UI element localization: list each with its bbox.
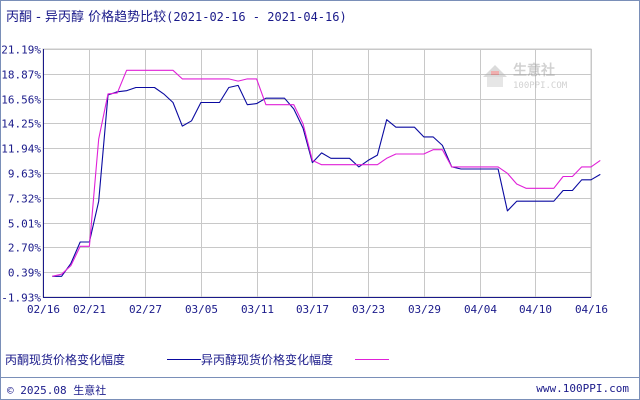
- y-tick-label: 14.25%: [1, 118, 41, 131]
- x-tick-label: 03/11: [241, 303, 274, 316]
- house-icon: [483, 65, 507, 77]
- x-tick-label: 04/04: [464, 303, 497, 316]
- footer: © 2025.08 生意社 www.100PPI.com: [1, 377, 639, 400]
- y-tick-label: 5.01%: [8, 218, 41, 231]
- watermark-logo: 生意社 100PPI.COM: [479, 57, 579, 91]
- house-window-icon: [491, 71, 499, 75]
- footer-site-link[interactable]: www.100PPI.com: [536, 382, 629, 395]
- y-tick-label: 21.19%: [1, 44, 41, 57]
- series-line-2: [52, 69, 601, 277]
- x-tick-label: 02/27: [129, 303, 162, 316]
- x-tick-label: 02/21: [73, 303, 106, 316]
- y-tick-label: 16.56%: [1, 94, 41, 107]
- chart-title-text: 丙酮 - 异丙醇 价格趋势比较: [6, 10, 167, 25]
- legend-line-series-1: [167, 359, 201, 360]
- chart-title: 丙酮 - 异丙醇 价格趋势比较(2021-02-16 - 2021-04-16): [6, 6, 347, 25]
- legend-label-series-2: 异丙醇现货价格变化幅度: [201, 353, 334, 367]
- y-tick-label: -1.93%: [1, 292, 41, 305]
- y-tick-label: 18.87%: [1, 69, 41, 82]
- series-line-1: [52, 84, 601, 277]
- x-tick-label: 04/16: [575, 303, 608, 316]
- y-tick-label: 7.32%: [8, 193, 41, 206]
- x-tick-label: 03/17: [296, 303, 329, 316]
- axes: -1.93% 0.39% 2.70% 5.01% 7.32% 9.63% 11.94% 14.…: [1, 44, 608, 317]
- y-tick-label: 11.94%: [1, 143, 41, 156]
- watermark-url: 100PPI.COM: [513, 81, 568, 91]
- x-tick-label: 04/10: [519, 303, 552, 316]
- line-chart: -1.93% 0.39% 2.70% 5.01% 7.32% 9.63% 11.94% 14.…: [1, 44, 608, 317]
- x-tick-label: 03/29: [408, 303, 441, 316]
- legend-line-series-2: [355, 359, 389, 360]
- series-lines: [52, 69, 601, 277]
- x-tick-label: 03/05: [185, 303, 218, 316]
- house-body-icon: [487, 77, 503, 87]
- watermark-name: 生意社: [513, 62, 555, 79]
- y-tick-label: 2.70%: [8, 242, 41, 255]
- footer-copyright: © 2025.08 生意社: [7, 384, 107, 397]
- legend-label-series-1: 丙酮现货价格变化幅度: [5, 353, 126, 367]
- chart-date-range: (2021-02-16 - 2021-04-16): [166, 10, 347, 24]
- x-tick-label: 02/16: [27, 303, 60, 316]
- x-tick-label: 03/23: [352, 303, 385, 316]
- y-tick-label: 9.63%: [8, 168, 41, 181]
- y-tick-label: 0.39%: [8, 267, 41, 280]
